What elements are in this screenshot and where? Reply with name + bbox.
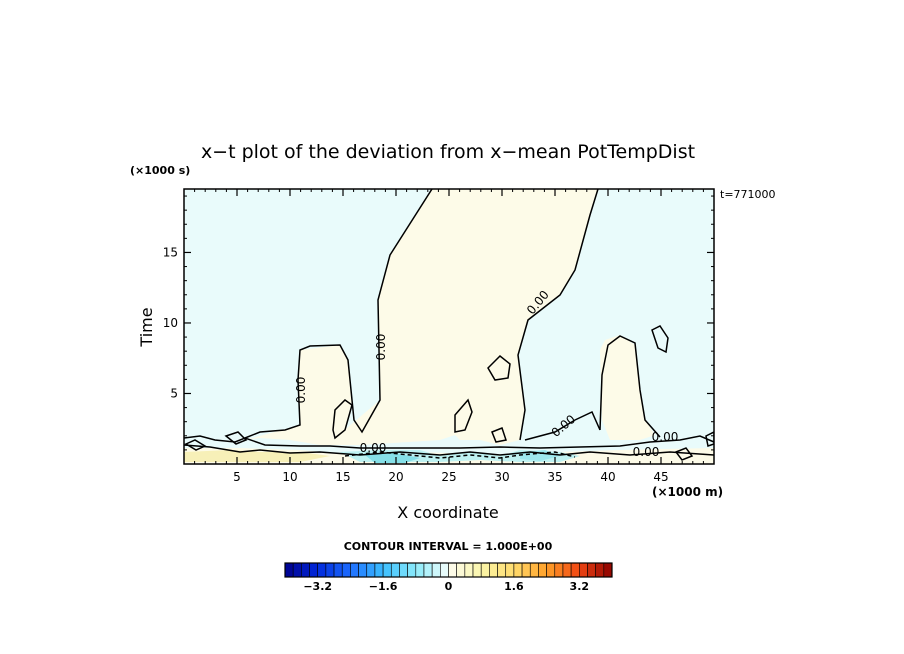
negative-core-bottom xyxy=(365,453,420,463)
contour-label: 0.00 xyxy=(652,430,679,444)
colorbar-cell xyxy=(390,562,400,578)
colorbar-cell xyxy=(448,562,457,578)
x-axis-ticks: 5 10 15 20 25 30 35 40 45 xyxy=(194,189,704,484)
colorbar-cell xyxy=(399,562,408,578)
contour-right-blob xyxy=(651,325,669,354)
x-tick-label: 5 xyxy=(233,470,241,484)
colorbar-cell xyxy=(587,562,596,578)
contour-bottom-line-2 xyxy=(184,444,714,456)
y-tick-label: 5 xyxy=(170,386,178,400)
contour-right-loop xyxy=(599,335,661,438)
contour-main-right xyxy=(517,189,599,441)
colorbar-cell xyxy=(480,562,490,578)
colorbar xyxy=(284,562,613,578)
contour-bottom-negative xyxy=(344,451,576,459)
colorbar-cell xyxy=(341,562,351,578)
colorbar-cell xyxy=(292,562,302,578)
y-axis-label: Time xyxy=(137,307,156,347)
x-tick-label: 30 xyxy=(494,470,509,484)
colorbar-cell xyxy=(538,562,547,578)
contour-interval-text: CONTOUR INTERVAL = 1.000E+00 xyxy=(344,540,553,553)
colorbar-cell xyxy=(529,562,539,578)
colorbar-cell xyxy=(374,562,384,578)
x-unit-label: (×1000 m) xyxy=(652,485,723,499)
colorbar-cell xyxy=(440,562,449,578)
positive-region-right xyxy=(600,335,655,440)
y-unit-label: (×1000 s) xyxy=(130,164,190,177)
contour-label: 0.00 xyxy=(360,441,387,455)
colorbar-cell xyxy=(333,562,343,578)
x-tick-label: 35 xyxy=(547,470,562,484)
colorbar-cell xyxy=(358,562,368,578)
contour-label: 0.00 xyxy=(374,334,388,361)
colorbar-cell xyxy=(595,562,605,578)
colorbar-tick-label: 1.6 xyxy=(504,580,524,593)
colorbar-cell xyxy=(603,562,613,578)
colorbar-cell xyxy=(456,562,466,578)
colorbar-cell xyxy=(284,562,294,578)
x-tick-label: 45 xyxy=(653,470,668,484)
contour-small-center xyxy=(454,398,473,433)
colorbar-cell xyxy=(309,562,318,578)
colorbar-cell xyxy=(382,562,392,578)
contour-upper-left-loop xyxy=(332,399,353,440)
colorbar-cell xyxy=(301,562,310,578)
positive-region-left xyxy=(245,189,598,445)
colorbar-cell xyxy=(513,562,523,578)
y-axis-ticks: 5 10 15 xyxy=(163,195,714,451)
x-tick-label: 25 xyxy=(441,470,456,484)
colorbar-tick-label: −1.6 xyxy=(369,580,398,593)
colorbar-cell xyxy=(546,562,556,578)
colorbar-cell xyxy=(423,562,433,578)
colorbar-cell xyxy=(489,562,498,578)
y-tick-label: 15 xyxy=(163,245,178,259)
contour-main-left xyxy=(244,189,433,439)
x-tick-label: 15 xyxy=(335,470,350,484)
colorbar-cell xyxy=(521,562,531,578)
colorbar-cell xyxy=(570,562,580,578)
colorbar-tick-label: −3.2 xyxy=(303,580,332,593)
contour-label: 0.00 xyxy=(294,377,308,404)
contour-lines xyxy=(184,189,714,461)
colorbar-cell xyxy=(317,562,327,578)
contour-bottom-blobs xyxy=(184,427,714,461)
colorbar-cell xyxy=(350,562,359,578)
colorbar-cell xyxy=(407,562,417,578)
colorbar-cell xyxy=(562,562,572,578)
time-stamp: t=771000 xyxy=(720,188,776,201)
colorbar-cell xyxy=(472,562,482,578)
y-tick-label: 10 xyxy=(163,316,178,330)
contour-label: 0.00 xyxy=(633,445,660,459)
colorbar-cell xyxy=(366,562,376,578)
colorbar-cell xyxy=(325,562,335,578)
contour-lower-right-diag xyxy=(524,410,601,441)
colorbar-cell xyxy=(554,562,564,578)
colorbar-cell xyxy=(464,562,474,578)
colorbar-ticks: −3.2 −1.6 0 1.6 3.2 xyxy=(303,580,589,593)
plot-area: 0.00 0.00 0.00 0.00 0.00 0.00 0.00 xyxy=(184,189,714,464)
x-tick-label: 10 xyxy=(282,470,297,484)
contour-bottom-line xyxy=(184,435,714,449)
contour-blob-center xyxy=(487,354,511,381)
colorbar-frame xyxy=(284,562,613,578)
x-tick-label: 20 xyxy=(388,470,403,484)
colorbar-tick-label: 3.2 xyxy=(570,580,590,593)
colorbar-cell xyxy=(505,562,515,578)
colorbar-tick-label: 0 xyxy=(445,580,453,593)
colorbar-cell xyxy=(497,562,507,578)
chart-title: x−t plot of the deviation from x−mean Po… xyxy=(201,141,695,163)
x-tick-label: 40 xyxy=(600,470,615,484)
colorbar-cell xyxy=(578,562,588,578)
colorbar-cell xyxy=(431,562,441,578)
x-axis-label: X coordinate xyxy=(397,503,498,522)
colorbar-cell xyxy=(415,562,425,578)
